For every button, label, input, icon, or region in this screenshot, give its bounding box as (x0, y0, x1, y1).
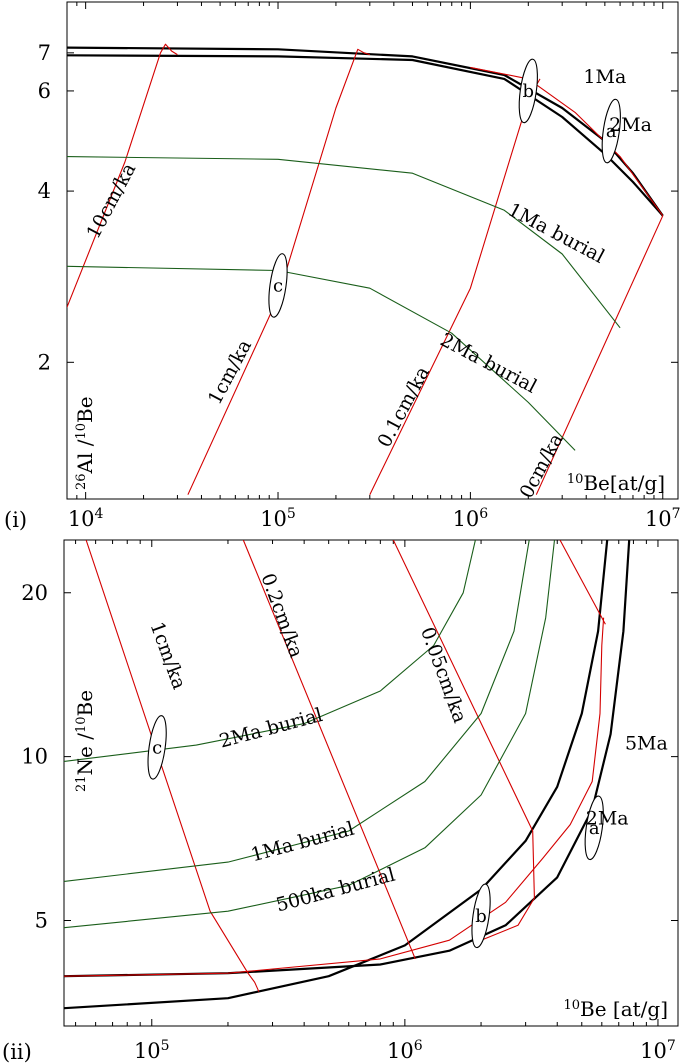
panel-ii-y-tick-label: 5 (35, 908, 48, 932)
panel-ii-erosion-curve-6 (559, 540, 606, 625)
panel-i-erosion-curve-2 (67, 43, 178, 308)
panel-ii-erosion-curve-5 (392, 540, 535, 941)
panel-ii-x-axis-label: 10Be [at/g] (563, 997, 668, 1021)
panel-ii-y-tick-label: 20 (21, 581, 48, 605)
panel-i-y-tick-label: 4 (38, 179, 51, 203)
panel-i-y-tick-label: 2 (38, 350, 51, 374)
panel-ii-marker-ellipse-b (471, 883, 491, 949)
panel-i-x-tick-label: 105 (260, 506, 296, 531)
panel-i-y-tick-label: 7 (38, 41, 51, 65)
panel-i-marker-ellipse-c (268, 253, 288, 318)
panel-i-curve-label-6: 1Ma (583, 66, 626, 88)
panel-i-burial-curve-7 (67, 156, 621, 329)
panel-i-y-axis-label: 26Al /10Be (73, 396, 97, 490)
panel-ii-envelope-curve-0 (64, 540, 631, 978)
panel-i-marker-label-c: c (273, 275, 283, 296)
panel-ii-burial-curve-9 (64, 540, 556, 929)
panel-i-x-tick-label: 107 (645, 506, 681, 531)
panel-ii-curve-label-7: 2Ma (586, 808, 629, 830)
panel-i-erosion-curve-6 (470, 66, 664, 217)
panel-i-erosion-curve-5 (535, 215, 664, 495)
panel-ii-erosion-curve-4 (242, 540, 416, 960)
panel-i-curve-label-7: 2Ma (609, 114, 652, 136)
panel-i-x-tick-label: 106 (453, 506, 489, 531)
panel-i-frame (66, 1, 679, 500)
panel-ii-label: (ii) (2, 1040, 32, 1064)
panel-i-label: (i) (4, 508, 27, 532)
panel-i-x-tick-label: 104 (68, 506, 104, 531)
panel-ii-curve-label-6: 5Ma (625, 733, 668, 755)
panel-ii-x-tick-label: 105 (134, 1038, 170, 1063)
panel-i-marker-label-a: a (606, 121, 617, 142)
panel-i-marker-ellipse-b (518, 58, 538, 124)
panel-ii-marker-ellipse-c (147, 715, 167, 780)
panel-ii-burial-curve-8 (64, 540, 530, 882)
panel-ii-marker-label-c: c (152, 737, 162, 758)
panel-i-burial-curve-8 (67, 265, 576, 451)
panel-ii-x-tick-label: 106 (387, 1038, 423, 1063)
panel-ii-marker-label-b: b (475, 906, 487, 927)
panel-ii-marker-ellipse-a (584, 795, 604, 861)
panel-i-marker-label-b: b (523, 81, 535, 102)
panel-ii-erosion-curve-2 (64, 617, 605, 977)
panel-i-x-axis-label: 10Be[at/g] (567, 471, 665, 495)
panel-ii-erosion-curve-3 (85, 540, 260, 992)
panel-i-y-tick-label: 6 (38, 79, 51, 103)
panel-ii-y-tick-label: 10 (21, 745, 48, 769)
panel-ii-frame (63, 539, 679, 1027)
panel-ii-x-tick-label: 107 (640, 1038, 676, 1063)
panel-ii-envelope-curve-1 (64, 540, 609, 1010)
panel-i-marker-ellipse-a (601, 98, 621, 164)
panel-i-erosion-curve-3 (187, 48, 370, 495)
panel-ii-y-axis-label: 21Ne /10Be (73, 690, 97, 792)
panel-ii-burial-curve-7 (64, 540, 476, 762)
panel-ii-marker-label-a: a (589, 818, 600, 839)
